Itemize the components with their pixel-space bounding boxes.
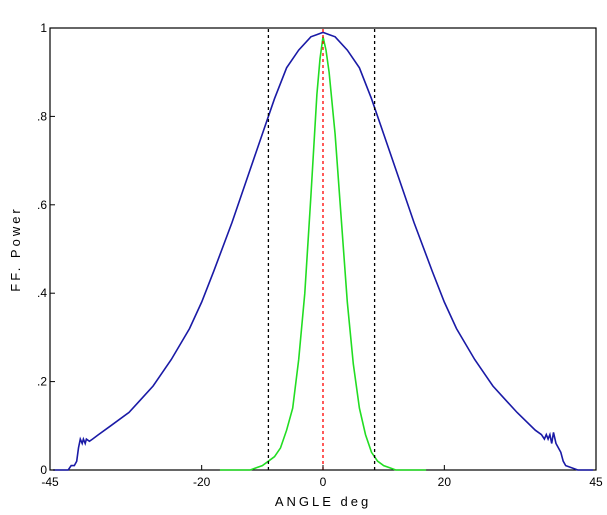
x-axis: -45 -20 0 20 45 <box>41 465 603 489</box>
y-tick-label: .4 <box>37 286 47 300</box>
y-tick-label: .6 <box>37 198 47 212</box>
y-tick-label: 1 <box>40 21 47 35</box>
y-tick-label: .2 <box>37 375 47 389</box>
y-axis-title: FF. Power <box>8 206 23 292</box>
x-axis-title: ANGLE deg <box>275 494 371 509</box>
y-tick-label: 0 <box>40 463 47 477</box>
series-layer <box>53 28 593 471</box>
x-tick-label: 45 <box>589 475 603 489</box>
series-line-1 <box>53 31 593 471</box>
y-axis: 0 .2 .4 .6 .8 1 <box>37 21 55 477</box>
x-tick-label: 20 <box>438 475 452 489</box>
y-tick-label: .8 <box>37 109 47 123</box>
x-tick-label: -20 <box>193 475 211 489</box>
x-tick-label: -45 <box>41 475 59 489</box>
x-tick-label: 0 <box>320 475 327 489</box>
